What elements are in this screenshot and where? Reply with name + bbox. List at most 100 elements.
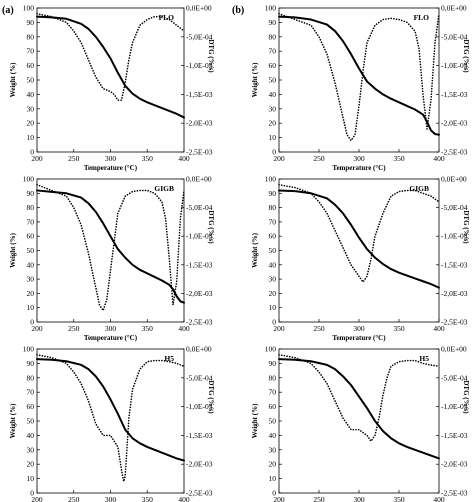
y-right-tick-label: 0,0E+00 (186, 175, 212, 184)
y-left-tick-label: 100 (23, 4, 35, 13)
x-tick-label: 300 (105, 324, 117, 333)
y-right-tick-label: -1,0E-03 (441, 402, 468, 411)
dtg-curve (36, 183, 185, 312)
plot-frame (278, 178, 440, 323)
y-left-tick-label: 10 (27, 303, 35, 312)
y-left-tick-label: 90 (27, 189, 35, 198)
y-right-tick-label: -1,0E-03 (186, 232, 213, 241)
y-right-tick-label: -5,0E-04 (441, 32, 468, 41)
y-right-tick-label: -1,0E-03 (441, 61, 468, 70)
y-right-axis-title: DTG (%/s) (207, 39, 215, 73)
y-left-axis-title: Weight (%) (9, 62, 17, 97)
y-left-tick-label: 100 (23, 175, 35, 184)
y-left-tick-label: 40 (269, 90, 277, 99)
y-right-tick-label: -1,0E-03 (441, 232, 468, 241)
x-tick-label: 200 (31, 324, 43, 333)
x-tick-label: 200 (31, 495, 43, 502)
y-left-tick-label: 60 (27, 61, 35, 70)
y-left-tick-label: 40 (27, 431, 35, 440)
y-right-tick-label: -2,5E-03 (441, 148, 468, 157)
plot-frame (278, 7, 440, 153)
dtg-curve (278, 183, 440, 283)
sample-label: FLO (159, 13, 175, 22)
x-tick-label: 400 (178, 154, 190, 163)
y-left-tick-label: 100 (265, 175, 277, 184)
y-right-tick-label: -2,0E-03 (186, 289, 213, 298)
y-right-tick-label: 0,0E+00 (441, 4, 467, 13)
y-left-tick-label: 50 (269, 246, 277, 255)
y-left-tick-label: 0 (30, 318, 34, 327)
y-left-tick-label: 20 (269, 289, 277, 298)
y-left-tick-label: 90 (27, 359, 35, 368)
x-tick-label: 250 (313, 324, 325, 333)
y-left-tick-label: 90 (269, 189, 277, 198)
weight-curve (36, 189, 185, 304)
y-right-tick-label: -1,5E-03 (441, 431, 468, 440)
plot-frame (36, 7, 185, 153)
y-left-tick-label: 10 (269, 133, 277, 142)
y-left-tick-label: 80 (27, 32, 35, 41)
y-left-tick-label: 80 (269, 32, 277, 41)
y-left-tick-label: 100 (265, 345, 277, 354)
y-left-tick-label: 30 (27, 275, 35, 284)
x-tick-label: 250 (68, 324, 80, 333)
dtg-curve (278, 12, 440, 142)
y-right-tick-label: -2,5E-03 (441, 318, 468, 327)
plot-frame (36, 348, 185, 494)
y-left-tick-label: 20 (27, 119, 35, 128)
y-right-axis-title: DTG (%/s) (207, 380, 215, 414)
x-tick-label: 350 (393, 495, 405, 502)
y-right-tick-label: -5,0E-04 (441, 373, 468, 382)
y-left-tick-label: 30 (269, 445, 277, 454)
sample-label: GIGB (409, 184, 429, 193)
y-right-tick-label: 0,0E+00 (186, 345, 212, 354)
y-left-axis-title: Weight (%) (9, 403, 17, 438)
chart-b-FLO: 200 250 300 350 400 0 10 20 30 40 50 60 70 80 90 100 0,0… (251, 4, 470, 173)
y-left-tick-label: 0 (30, 148, 34, 157)
y-right-tick-label: -2,0E-03 (441, 460, 468, 469)
weight-curve (278, 15, 440, 136)
y-left-tick-label: 0 (272, 148, 276, 157)
y-left-tick-label: 70 (269, 388, 277, 397)
x-tick-label: 350 (142, 324, 154, 333)
y-left-tick-label: 30 (269, 275, 277, 284)
plot-frame (278, 348, 440, 494)
y-right-tick-label: -1,5E-03 (441, 90, 468, 99)
y-right-tick-label: -5,0E-04 (186, 373, 213, 382)
y-left-tick-label: 20 (269, 119, 277, 128)
x-tick-label: 250 (68, 495, 80, 502)
y-right-tick-label: -2,0E-03 (441, 289, 468, 298)
y-right-tick-label: -2,5E-03 (441, 489, 468, 498)
y-left-tick-label: 100 (265, 4, 277, 13)
x-tick-label: 250 (313, 154, 325, 163)
y-right-tick-label: -2,0E-03 (186, 460, 213, 469)
y-left-tick-label: 0 (272, 318, 276, 327)
y-left-tick-label: 60 (269, 232, 277, 241)
x-tick-label: 200 (273, 154, 285, 163)
y-left-tick-label: 60 (269, 402, 277, 411)
x-tick-label: 350 (142, 495, 154, 502)
y-left-tick-label: 90 (269, 359, 277, 368)
y-right-tick-label: 0,0E+00 (186, 4, 212, 13)
y-right-axis-title: DTG (%/s) (462, 380, 470, 414)
sample-label: H5 (164, 354, 174, 363)
x-tick-label: 300 (105, 154, 117, 163)
y-right-tick-label: -1,5E-03 (186, 431, 213, 440)
chart-b-H5: 200 250 300 350 400 0 10 20 30 40 50 60 70 80 90 100 0,0… (251, 345, 470, 502)
y-left-tick-label: 80 (27, 373, 35, 382)
sample-label: H5 (419, 354, 429, 363)
y-left-tick-label: 10 (27, 133, 35, 142)
x-axis-title: Temperature (°C) (332, 334, 386, 342)
chart-b-GIGB: 200 250 300 350 400 0 10 20 30 40 50 60 70 80 90 100 0,0… (251, 175, 470, 343)
y-left-tick-label: 50 (269, 76, 277, 85)
x-axis-title: Temperature (°C) (84, 334, 138, 342)
y-left-tick-label: 40 (27, 90, 35, 99)
y-left-tick-label: 70 (27, 47, 35, 56)
y-right-tick-label: 0,0E+00 (441, 345, 467, 354)
chart-a-GIGB: 200 250 300 350 400 0 10 20 30 40 50 60 70 80 90 100 0,0… (9, 175, 215, 343)
y-right-tick-label: -1,5E-03 (186, 260, 213, 269)
x-tick-label: 300 (353, 154, 365, 163)
x-axis-title: Temperature (°C) (332, 164, 386, 172)
y-left-tick-label: 100 (23, 345, 35, 354)
y-left-axis-title: Weight (%) (251, 62, 259, 97)
